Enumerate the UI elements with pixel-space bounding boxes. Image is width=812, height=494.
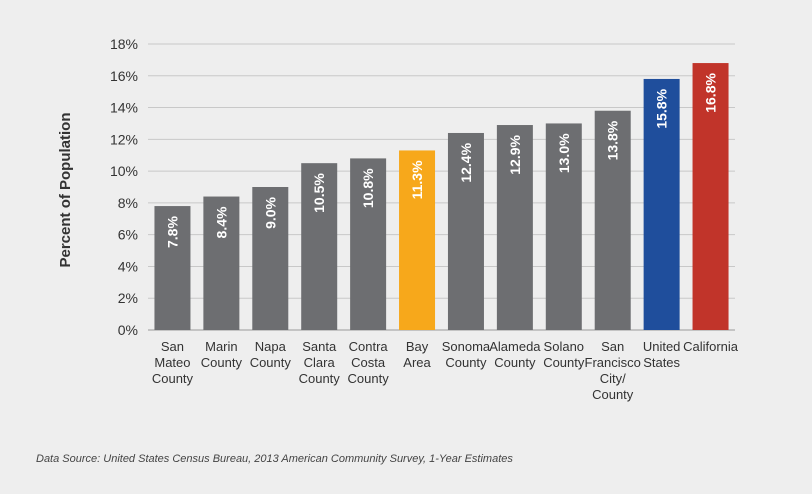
bar [496, 125, 533, 331]
bar-value-label: 11.3% [409, 160, 425, 199]
bar-value-label: 13.8% [605, 120, 621, 160]
y-tick-label: 16% [110, 68, 138, 84]
category-label: San Mateo County [152, 339, 194, 386]
y-tick-label: 0% [118, 322, 138, 338]
category-label: Contra Costa County [348, 339, 390, 386]
category-label: Alameda County [489, 339, 541, 370]
category-label: California [683, 339, 739, 354]
bar-value-label: 15.8% [654, 88, 670, 128]
bar-value-label: 13.0% [556, 133, 572, 173]
data-source-note: Data Source: United States Census Bureau… [36, 453, 513, 465]
y-tick-label: 18% [110, 36, 138, 52]
bar [447, 132, 484, 330]
category-label: Solano County [543, 339, 585, 370]
bar [594, 110, 631, 330]
bar-value-label: 10.5% [311, 173, 327, 213]
y-tick-label: 8% [118, 195, 138, 211]
y-tick-label: 6% [118, 227, 138, 243]
bar-value-label: 16.8% [703, 73, 719, 113]
bar [301, 163, 338, 330]
bar [643, 78, 680, 330]
category-label: San Francisco City/County [585, 339, 641, 402]
category-label: Marin County [201, 339, 243, 370]
bar [203, 196, 240, 330]
category-label: Santa Clara County [299, 339, 341, 386]
y-tick-label: 2% [118, 290, 138, 306]
bar [692, 63, 729, 331]
bar-value-label: 8.4% [213, 206, 229, 238]
bar [154, 206, 191, 330]
bar-value-label: 12.9% [507, 134, 523, 174]
category-label: Napa County [250, 339, 292, 370]
category-label: United States [643, 339, 681, 370]
category-label: Bay Area [403, 339, 431, 370]
bar [252, 187, 289, 330]
category-label: Sonoma County [442, 339, 491, 370]
y-tick-label: 4% [118, 258, 138, 274]
bar [350, 158, 387, 330]
bar-value-label: 10.8% [360, 168, 376, 208]
bar-value-label: 12.4% [458, 142, 474, 182]
y-tick-label: 12% [110, 131, 138, 147]
y-axis-title: Percent of Population [57, 112, 74, 267]
y-tick-label: 10% [110, 163, 138, 179]
bar-value-label: 7.8% [164, 216, 180, 248]
bar-value-label: 9.0% [262, 196, 278, 228]
y-tick-label: 14% [110, 100, 138, 116]
bar [399, 150, 436, 330]
bar [545, 123, 582, 330]
